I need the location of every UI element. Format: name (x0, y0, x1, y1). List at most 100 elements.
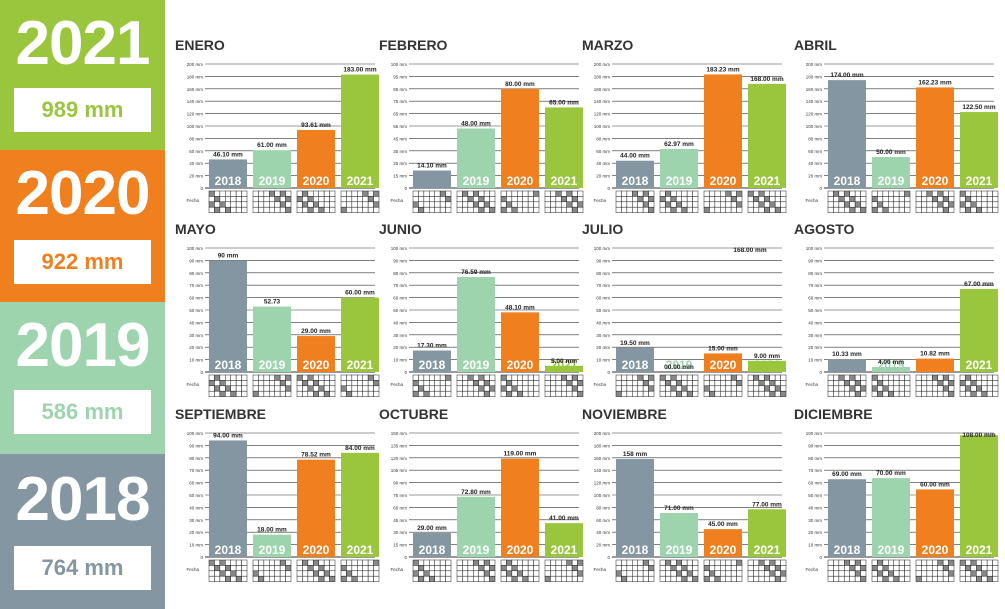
calendar-cell (932, 559, 938, 566)
calendar-cell (753, 575, 760, 582)
calendar-cell (642, 570, 649, 577)
bar-value-label: 60.00 mm (920, 481, 950, 488)
calendar-cell (323, 206, 330, 213)
calendar-cell (252, 390, 259, 397)
calendar-cell (898, 559, 905, 566)
calendar-cell (225, 559, 231, 566)
calendar-cell (871, 385, 878, 392)
calendar-cell (827, 575, 834, 582)
calendar-cell (937, 559, 944, 566)
year-totals-sidebar: 2021 989 mm 2020 922 mm 2019 586 mm 2018… (0, 0, 165, 609)
calendar-cell (720, 385, 726, 392)
calendar-cell (429, 380, 435, 387)
calendar-cell (439, 196, 446, 203)
calendar-cell (854, 559, 861, 566)
bar-value-label: 162.23 mm (918, 79, 951, 86)
calendar-cell (981, 201, 988, 208)
y-tick-label: 80 mm (596, 505, 610, 510)
y-tick-label: 0 (607, 186, 610, 191)
calendar-cell (506, 380, 513, 387)
calendar-cell (844, 196, 850, 203)
y-tick-label: 80 mm (808, 271, 822, 276)
calendar-cell (893, 196, 900, 203)
calendar-cell (854, 374, 861, 381)
calendar-cell (252, 190, 259, 197)
calendar-cell (692, 190, 699, 197)
calendar-cell (747, 559, 754, 566)
calendar-cell (423, 374, 430, 381)
calendar-cell (948, 380, 955, 387)
calendar-cell (329, 575, 336, 582)
calendar-cell (561, 559, 567, 566)
calendar-cell (898, 206, 905, 213)
calendar-cell (418, 196, 425, 203)
calendar-cell (522, 575, 529, 582)
y-tick-label: 200 mm (594, 431, 611, 436)
calendar-cell (888, 201, 894, 208)
y-tick-label: 10 mm (189, 358, 203, 363)
calendar-cell (219, 559, 226, 566)
calendar-cell (214, 385, 221, 392)
calendar-cell (970, 380, 977, 387)
calendar-cell (926, 390, 933, 397)
calendar-cell (511, 206, 518, 213)
calendar-cell (285, 206, 292, 213)
calendar-cell (615, 575, 622, 582)
calendar-cell (665, 570, 672, 577)
calendar-cell (429, 570, 435, 577)
calendar-cell (615, 390, 622, 397)
calendar-cell (473, 190, 479, 197)
calendar-cell (747, 380, 754, 387)
calendar-cell (285, 201, 292, 208)
bar-2020 (501, 312, 539, 372)
bar-2019 (872, 367, 910, 372)
chart-title: JULIO (582, 221, 623, 237)
y-tick-label: 100 mm (594, 124, 611, 129)
calendar-grid (959, 559, 999, 582)
calendar-cell (362, 565, 369, 572)
calendar-cell (522, 190, 529, 197)
calendar-cell (522, 570, 529, 577)
bar-value-label: 10.33 mm (832, 351, 862, 358)
calendar-cell (412, 374, 419, 381)
calendar-cell (626, 575, 633, 582)
calendar-cell (659, 190, 666, 197)
calendar-cell (522, 196, 529, 203)
calendar-cell (621, 374, 628, 381)
calendar-cell (462, 196, 469, 203)
bar-value-label: 70.00 mm (876, 470, 906, 477)
calendar-cell (648, 565, 655, 572)
calendar-cell (621, 206, 628, 213)
calendar-cell (780, 374, 787, 381)
calendar-cell (483, 570, 490, 577)
calendar-cell (517, 201, 523, 208)
calendar-cell (296, 190, 303, 197)
calendar-cell (659, 206, 666, 213)
bar-2018 (616, 459, 654, 557)
y-tick-label: 140 mm (187, 99, 204, 104)
calendar-cell (769, 570, 776, 577)
calendar-grid (615, 190, 655, 213)
calendar-cell (720, 190, 726, 197)
bar-category-label: 2018 (834, 174, 861, 188)
calendar-cell (877, 201, 884, 208)
bar-value-label: 78.52 mm (301, 452, 331, 459)
calendar-cell (932, 206, 938, 213)
calendar-cell (827, 206, 834, 213)
calendar-cell (302, 190, 309, 197)
calendar-cell (307, 196, 314, 203)
calendar-cell (527, 206, 534, 213)
calendar-cell (561, 575, 567, 582)
calendar-cell (302, 201, 309, 208)
calendar-cell (854, 196, 861, 203)
calendar-cell (898, 385, 905, 392)
calendar-cell (720, 570, 726, 577)
calendar-cell (550, 570, 557, 577)
calendar-cell (434, 385, 441, 392)
calendar-cell (686, 565, 693, 572)
calendar-cell (833, 385, 840, 392)
y-tick-label: 60 mm (393, 296, 407, 301)
calendar-cell (263, 206, 270, 213)
calendar-cell (621, 575, 628, 582)
